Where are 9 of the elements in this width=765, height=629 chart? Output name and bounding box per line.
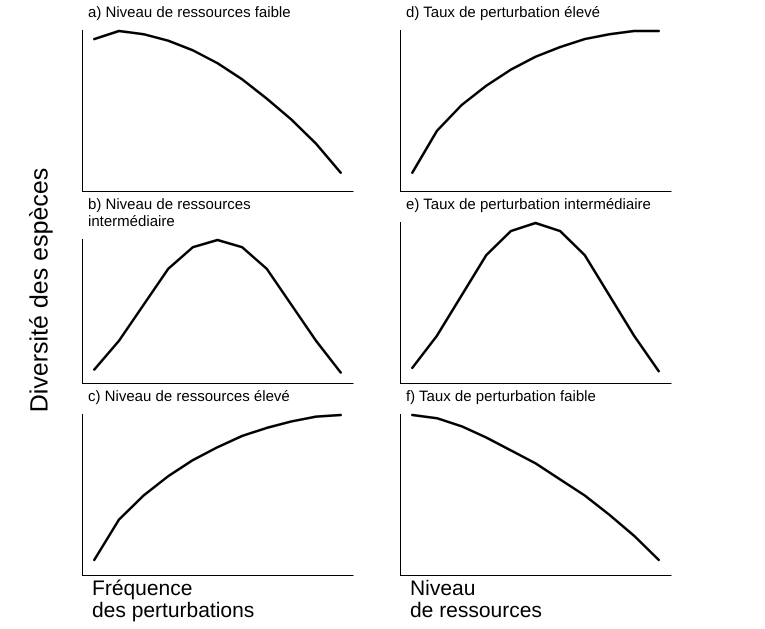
chart-title: d) Taux de perturbation élevé [405, 4, 602, 21]
chart-title: c) Niveau de ressources élevé [87, 388, 291, 405]
y-axis-title: Diversité des espèces [26, 168, 54, 412]
chart-title: a) Niveau de ressources faible [87, 4, 292, 21]
x-axis-title: Niveau de ressources [409, 577, 543, 622]
chart-title: b) Niveau de ressources intermédiaire [87, 196, 252, 230]
chart-title: e) Taux de perturbation intermédiaire [405, 196, 652, 213]
chart-title: f) Taux de perturbation faible [405, 388, 597, 405]
x-axis-title: Fréquence des perturbations [91, 577, 256, 622]
